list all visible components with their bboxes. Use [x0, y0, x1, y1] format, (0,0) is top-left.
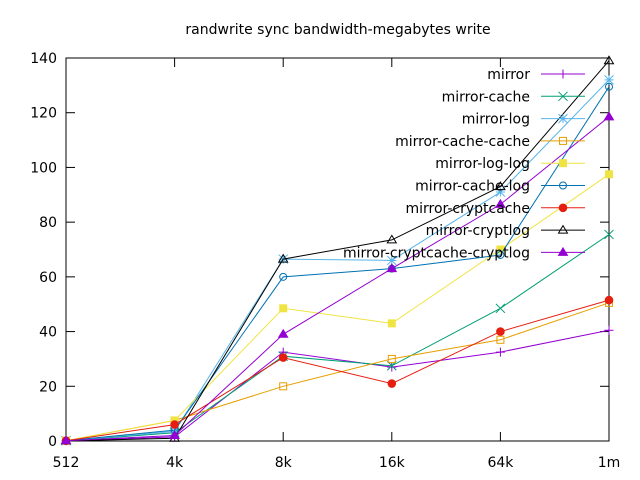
data-point — [605, 82, 613, 91]
legend-label: mirror-cache-log — [415, 179, 530, 195]
legend-label: mirror-log — [462, 112, 530, 128]
series-line — [65, 116, 610, 442]
x-tick-label: 512 — [53, 455, 80, 471]
y-tick-label: 140 — [30, 51, 57, 67]
x-tick-label: 64k — [487, 455, 514, 471]
data-point — [387, 379, 397, 388]
data-point — [60, 435, 72, 445]
series-mirror-cryptlog — [60, 55, 615, 445]
legend-label: mirror-log-log — [435, 156, 530, 172]
data-point — [386, 263, 398, 273]
y-tick-label: 60 — [39, 270, 57, 286]
data-point — [603, 55, 615, 65]
series-line — [65, 234, 610, 442]
series-layer — [60, 55, 615, 446]
series-mirror-cryptcache — [61, 295, 614, 446]
data-point — [495, 347, 505, 357]
data-point — [387, 362, 397, 372]
data-point — [496, 335, 505, 344]
legend-label: mirror-cryptcache — [405, 201, 530, 217]
data-point — [386, 234, 398, 244]
legend-marker — [558, 91, 568, 102]
series-line — [65, 60, 610, 442]
data-point — [496, 250, 505, 259]
y-tick-label: 80 — [39, 215, 57, 231]
legend-marker — [558, 69, 568, 79]
data-point — [495, 181, 506, 191]
data-point — [277, 328, 289, 338]
y-tick-label: 120 — [30, 106, 57, 122]
data-point — [387, 354, 396, 363]
data-point — [169, 430, 180, 440]
data-point — [496, 327, 505, 336]
legend-label: mirror-cryptlog — [426, 223, 530, 239]
x-tick-label: 4k — [166, 455, 184, 471]
series-mirror-cache-cache — [62, 298, 613, 445]
data-point — [386, 255, 397, 266]
legend-label: mirror-cache — [442, 89, 530, 105]
data-point — [604, 75, 614, 85]
legend-label: mirror-cache-cache — [395, 134, 530, 150]
series-mirror-cache-log — [62, 82, 613, 445]
y-tick-label: 100 — [30, 160, 57, 176]
data-point — [277, 253, 289, 263]
data-point — [495, 303, 506, 314]
data-point — [387, 319, 396, 328]
legend-label: mirror-cryptcache-cryptlog — [343, 245, 530, 261]
y-tick-label: 0 — [48, 434, 57, 450]
legend-marker — [559, 181, 567, 190]
legend: mirror mirror-cache mirror-log mirror-cache… — [343, 67, 585, 261]
y-tick-label: 20 — [39, 379, 57, 395]
data-point — [279, 272, 288, 281]
legend-marker — [558, 113, 568, 124]
series-line — [65, 299, 610, 442]
series-mirror-log-log — [62, 170, 613, 445]
legend-marker — [559, 136, 567, 145]
data-point — [603, 111, 615, 121]
series-mirror-log — [61, 75, 614, 446]
series-line — [65, 173, 610, 442]
series-line — [65, 329, 610, 442]
x-tick-label: 1m — [598, 455, 621, 471]
data-point — [495, 198, 506, 208]
data-point — [279, 382, 288, 391]
data-point — [604, 325, 614, 335]
series-mirror — [61, 325, 614, 446]
x-tick-label: 16k — [379, 455, 406, 471]
y-tick-label: 40 — [39, 325, 57, 341]
legend-marker — [557, 224, 569, 234]
legend-marker — [557, 246, 569, 256]
series-mirror-cache — [61, 229, 614, 446]
data-point — [495, 187, 506, 197]
legend-label: mirror — [487, 67, 530, 83]
data-point — [604, 229, 614, 240]
data-point — [170, 420, 179, 429]
data-point — [279, 304, 288, 313]
series-mirror-cryptcache-cryptlog — [60, 111, 615, 445]
series-line — [65, 86, 610, 442]
chart-title: randwrite sync bandwidth-megabytes write — [185, 22, 490, 38]
legend-marker — [559, 159, 567, 168]
legend-marker — [558, 203, 568, 213]
series-line — [65, 79, 610, 442]
plot-border — [65, 57, 610, 442]
data-point — [604, 295, 614, 305]
axes: 0 20 40 60 80 100 120 140 512 4k 8k 16k 64k 1m — [30, 51, 620, 471]
data-point — [278, 353, 288, 362]
data-point — [605, 170, 613, 179]
x-tick-label: 8k — [275, 455, 293, 471]
